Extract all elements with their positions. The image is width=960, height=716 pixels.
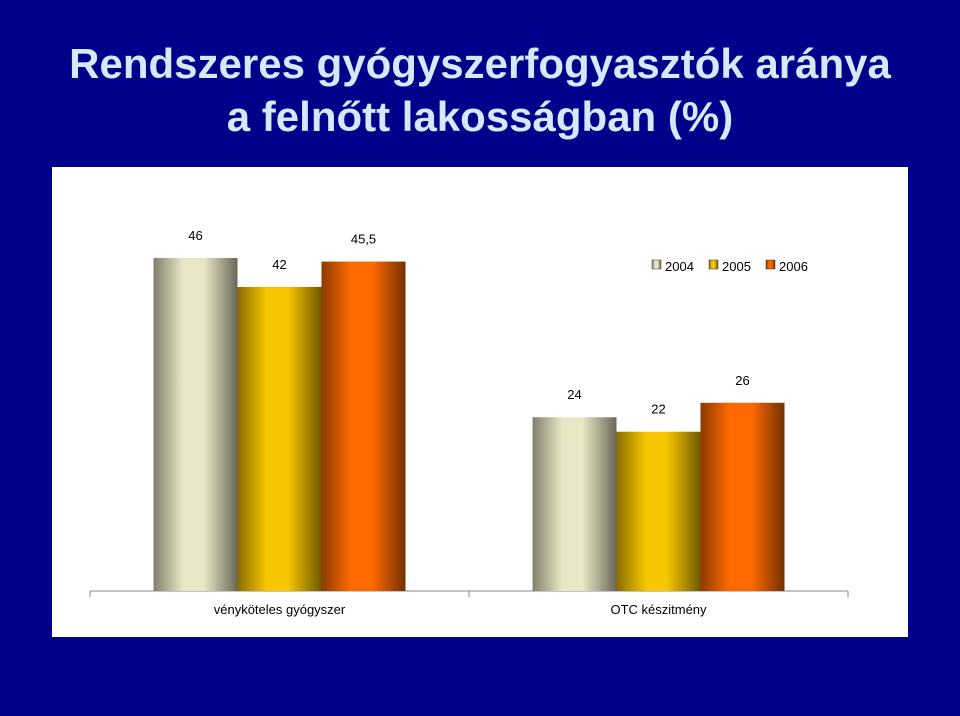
bar xyxy=(153,257,238,591)
bar xyxy=(700,402,785,591)
legend-label: 2004 xyxy=(665,259,694,274)
data-label: 46 xyxy=(188,228,202,243)
bar xyxy=(237,286,322,591)
legend-label: 2006 xyxy=(779,259,808,274)
legend-swatch xyxy=(765,259,776,270)
x-tick-label: vényköteles gyógyszer xyxy=(214,602,346,617)
x-tick-label: OTC készitmény xyxy=(610,602,707,617)
bar xyxy=(532,417,617,591)
bar xyxy=(321,261,406,591)
data-label: 42 xyxy=(272,257,286,272)
data-label: 22 xyxy=(651,402,665,417)
data-label: 26 xyxy=(735,373,749,388)
bar xyxy=(616,431,701,591)
legend-swatch xyxy=(651,259,662,270)
title-line: Rendszeres gyógyszerfogyasztók aránya xyxy=(69,40,891,87)
data-label: 45,5 xyxy=(351,232,376,247)
data-label: 24 xyxy=(567,387,581,402)
legend-label: 2005 xyxy=(722,259,751,274)
title-line: a felnőtt lakosságban (%) xyxy=(227,93,733,140)
legend-swatch xyxy=(708,259,719,270)
